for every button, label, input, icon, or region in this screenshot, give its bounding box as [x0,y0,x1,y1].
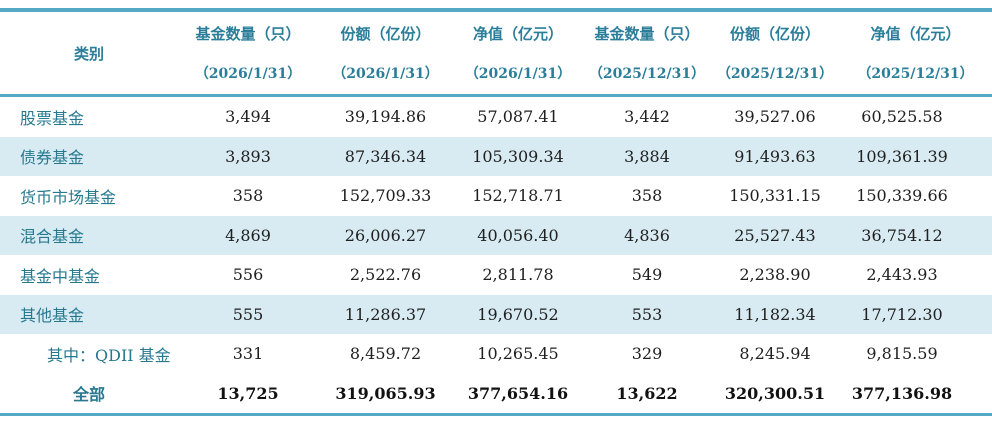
category-cell: 全部 [72,385,105,405]
column-header-label: 基金数量（只） [594,24,700,43]
category-cell: 混合基金 [20,227,85,247]
column-header-label: 基金数量（只） [195,24,301,43]
value-cell: 4,836 [624,225,670,245]
category-cell: 债券基金 [20,148,85,168]
value-cell: 3,884 [624,146,670,166]
column-header-date: （2025/12/31） [857,65,974,82]
column-header-category: 类别 [0,10,178,97]
value-cell: 39,194.86 [344,107,427,127]
column-header-date: （2025/12/31） [588,65,706,82]
value-cell: 19,670.52 [477,304,559,324]
value-cell: 60,525.58 [861,107,943,127]
fund-statistics-page: 类别 基金数量（只） （2026/1/31） 份额（亿份） （2026/1/31… [0,8,992,416]
value-cell: 3,494 [225,107,271,127]
value-cell: 13,725 [217,383,279,403]
value-cell: 57,087.41 [477,107,559,127]
value-cell: 553 [631,304,663,324]
value-cell: 105,309.34 [472,146,564,166]
column-header-fund-count-2025: 基金数量（只） （2025/12/31） [583,10,711,97]
value-cell: 320,300.51 [724,383,826,403]
value-cell: 13,622 [616,383,678,403]
category-cell: 基金中基金 [20,266,101,286]
value-cell: 2,522.76 [349,265,422,285]
category-cell: 货币市场基金 [20,187,117,207]
value-cell: 3,442 [624,107,670,127]
value-cell: 91,493.63 [734,146,816,166]
column-header-date: （2026/1/31） [332,65,439,82]
value-cell: 87,346.34 [344,146,427,166]
value-cell: 555 [232,304,264,324]
value-cell: 358 [232,186,264,206]
column-header-nav-2025: 净值（亿元） （2025/12/31） [839,10,992,97]
value-cell: 11,182.34 [734,304,816,324]
table-row-bond-funds: 债券基金 3,893 87,346.34 105,309.34 3,884 91… [0,136,992,176]
value-cell: 109,361.39 [856,146,948,166]
column-header-fund-count-2026: 基金数量（只） （2026/1/31） [178,10,318,97]
column-header-nav-2026: 净值（亿元） （2026/1/31） [453,10,583,97]
value-cell: 4,869 [225,225,271,245]
category-cell: 股票基金 [20,108,85,128]
column-header-date: （2026/1/31） [464,65,572,82]
table-row-equity-funds: 股票基金 3,494 39,194.86 57,087.41 3,442 39,… [0,96,992,137]
value-cell: 8,459.72 [349,344,422,364]
value-cell: 10,265.45 [477,344,559,364]
value-cell: 358 [631,186,663,206]
value-cell: 331 [232,344,264,364]
value-cell: 377,654.16 [467,383,569,403]
value-cell: 9,815.59 [866,344,938,364]
table-row-total: 全部 13,725 319,065.93 377,654.16 13,622 3… [0,374,992,415]
value-cell: 39,527.06 [734,107,816,127]
value-cell: 152,709.33 [339,186,432,206]
table-row-other-funds: 其他基金 555 11,286.37 19,670.52 553 11,182.… [0,294,992,334]
table-row-money-market-funds: 货币市场基金 358 152,709.33 152,718.71 358 150… [0,176,992,216]
value-cell: 2,811.78 [482,265,554,285]
value-cell: 377,136.98 [851,383,953,403]
value-cell: 2,443.93 [866,265,938,285]
column-header-label: 份额（亿份） [340,24,431,43]
value-cell: 150,331.15 [729,186,821,206]
value-cell: 549 [631,265,663,285]
fund-statistics-table: 类别 基金数量（只） （2026/1/31） 份额（亿份） （2026/1/31… [0,8,992,416]
column-header-date: （2026/1/31） [194,65,302,82]
table-row-qdii-funds: 其中：QDII 基金 331 8,459.72 10,265.45 329 8,… [0,334,992,374]
header-row: 类别 基金数量（只） （2026/1/31） 份额（亿份） （2026/1/31… [0,10,992,97]
column-header-date: （2025/12/31） [716,65,834,82]
column-header-label: 份额（亿份） [729,24,820,43]
value-cell: 329 [631,344,663,364]
category-cell: 其他基金 [20,306,85,326]
value-cell: 556 [232,265,264,285]
value-cell: 17,712.30 [861,304,943,324]
value-cell: 36,754.12 [861,225,943,245]
value-cell: 2,238.90 [739,265,811,285]
value-cell: 150,339.66 [856,186,948,206]
table-row-fund-of-funds: 基金中基金 556 2,522.76 2,811.78 549 2,238.90… [0,255,992,295]
column-header-shares-2026: 份额（亿份） （2026/1/31） [318,10,453,97]
value-cell: 152,718.71 [472,186,564,206]
value-cell: 25,527.43 [734,225,816,245]
column-header-label: 净值（亿元） [472,24,563,43]
value-cell: 40,056.40 [477,225,559,245]
category-cell: 其中：QDII 基金 [47,345,171,365]
column-header-shares-2025: 份额（亿份） （2025/12/31） [711,10,839,97]
value-cell: 8,245.94 [739,344,811,364]
value-cell: 3,893 [225,146,271,166]
table-row-hybrid-funds: 混合基金 4,869 26,006.27 40,056.40 4,836 25,… [0,215,992,255]
value-cell: 319,065.93 [335,383,436,403]
value-cell: 11,286.37 [344,304,427,324]
value-cell: 26,006.27 [344,225,427,245]
column-header-label: 净值（亿元） [870,24,961,43]
